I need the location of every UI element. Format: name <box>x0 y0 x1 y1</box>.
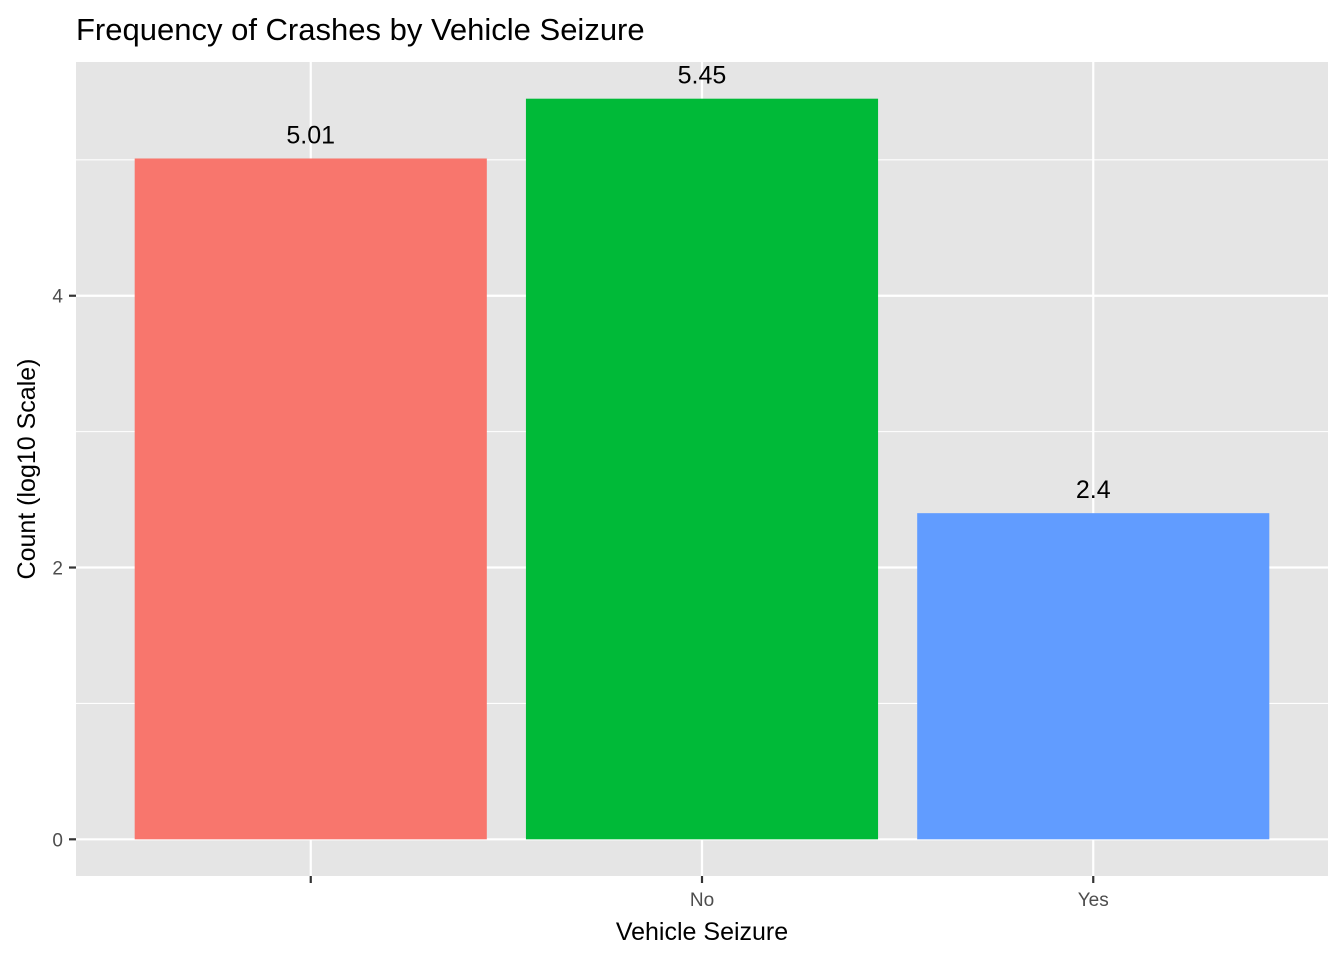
y-axis: 0 2 4 <box>52 287 76 851</box>
y-tick-label: 4 <box>52 287 63 308</box>
x-tick-label: No <box>690 890 714 911</box>
bar <box>525 98 879 840</box>
bar-value-label: 5.01 <box>286 121 335 149</box>
chart-title: Frequency of Crashes by Vehicle Seizure <box>76 12 645 47</box>
bar-value-label: 2.4 <box>1076 476 1111 504</box>
y-tick-label: 2 <box>52 559 63 580</box>
data-labels: 5.01 5.45 2.4 <box>286 62 1110 504</box>
y-axis-title: Count (log10 Scale) <box>13 359 41 580</box>
y-tick-label: 0 <box>52 830 63 851</box>
bar <box>917 513 1270 840</box>
bars <box>134 98 1270 840</box>
x-axis: No Yes <box>309 876 1109 911</box>
x-axis-title: Vehicle Seizure <box>616 918 788 946</box>
bar-value-label: 5.45 <box>678 62 727 90</box>
x-tick-label: Yes <box>1078 890 1109 911</box>
bar <box>134 158 487 840</box>
